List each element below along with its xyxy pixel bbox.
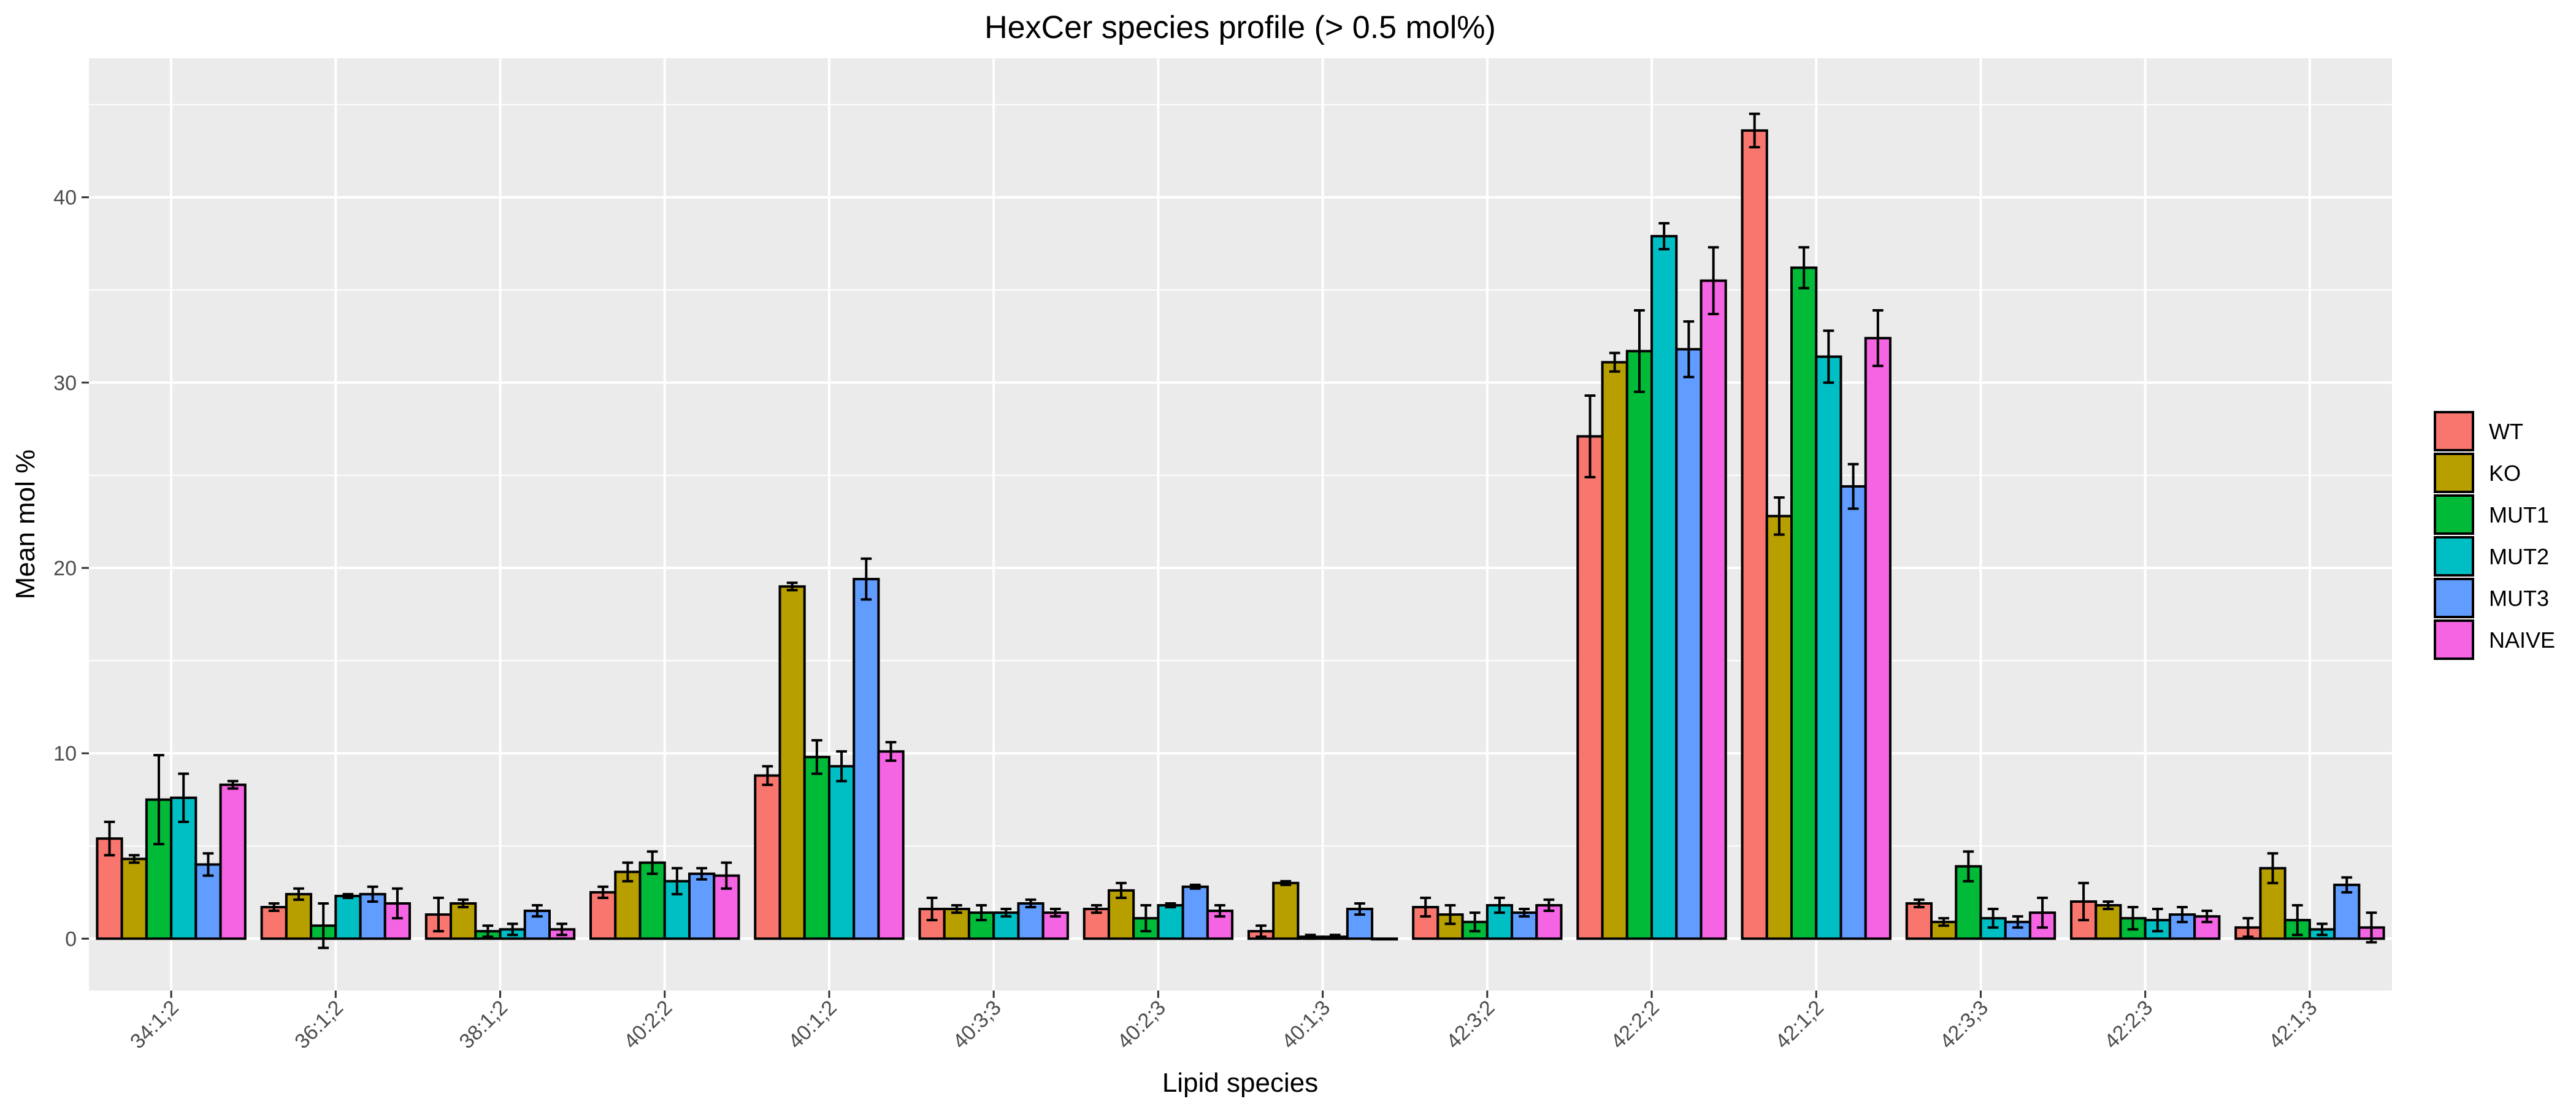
x-tick-label: 42:1;2 <box>1771 996 1828 1054</box>
legend: WT KO MUT1 MUT2 MUT3 NAIVE <box>2434 411 2555 660</box>
bar <box>334 894 362 940</box>
bar <box>285 892 313 940</box>
bar <box>803 756 830 940</box>
legend-label: NAIVE <box>2489 627 2555 653</box>
bar <box>1576 435 1604 940</box>
bar <box>853 578 880 940</box>
bar <box>1601 361 1628 940</box>
x-tick-label: 40:1;2 <box>784 996 841 1054</box>
bar <box>523 910 551 940</box>
bar <box>1790 266 1818 940</box>
bar <box>1675 348 1703 940</box>
chart-title: HexCer species profile (> 0.5 mol%) <box>984 10 1496 45</box>
x-tick-label: 42:3;3 <box>1935 996 1993 1054</box>
x-tick-label: 38:1;2 <box>454 996 512 1054</box>
x-tick-label: 36:1;2 <box>290 996 348 1054</box>
plot-panel <box>89 58 2392 991</box>
x-tick-label: 40:3;3 <box>948 996 1006 1054</box>
bar <box>589 891 617 940</box>
legend-key <box>2434 578 2474 618</box>
legend-key <box>2434 411 2474 451</box>
bar <box>943 908 970 940</box>
x-tick-label: 42:1;3 <box>2264 996 2322 1054</box>
y-tick-label: 30 <box>53 372 77 395</box>
x-tick-label: 40:2;3 <box>1113 996 1170 1054</box>
error-bars <box>104 112 2377 949</box>
bar <box>1017 902 1045 940</box>
x-axis: 34:1;2 36:1;2 38:1;2 40:2;2 40:1;2 40:3;3 40:2… <box>126 991 2322 1054</box>
bar <box>450 902 477 940</box>
bar <box>1765 515 1793 940</box>
bar <box>754 774 781 940</box>
bar <box>1839 485 1867 940</box>
x-tick-label: 34:1;2 <box>126 996 183 1054</box>
bar <box>1905 902 1933 940</box>
bar <box>1157 903 1184 940</box>
y-tick-label: 10 <box>53 742 77 765</box>
bar <box>688 872 716 940</box>
bar <box>2095 903 2122 940</box>
bar <box>1741 129 1768 940</box>
legend-label: KO <box>2489 461 2521 486</box>
y-tick-label: 0 <box>65 927 77 951</box>
bar <box>219 783 247 940</box>
bar <box>1272 881 1300 940</box>
x-axis-title: Lipid species <box>1162 1068 1318 1098</box>
x-tick-label: 42:2;2 <box>1606 996 1664 1054</box>
legend-label: WT <box>2489 419 2523 444</box>
legend-label: MUT3 <box>2489 586 2549 611</box>
bar <box>1700 279 1727 940</box>
legend-key <box>2434 619 2474 660</box>
legend-label: MUT2 <box>2489 544 2549 569</box>
bar <box>663 880 691 940</box>
bar <box>877 750 905 940</box>
y-tick-label: 20 <box>53 557 77 580</box>
y-axis: 0 10 20 30 40 <box>53 186 89 951</box>
legend-key <box>2434 536 2474 577</box>
x-tick-label: 40:1;3 <box>1278 996 1335 1054</box>
legend-key <box>2434 453 2474 493</box>
bar <box>1625 350 1654 940</box>
legend-key <box>2434 494 2474 535</box>
bar <box>120 857 148 940</box>
x-tick-label: 42:2;3 <box>2100 996 2158 1054</box>
bar <box>827 765 856 940</box>
bars <box>96 129 2385 941</box>
bar <box>1181 885 1209 940</box>
bar <box>1864 337 1892 940</box>
legend-label: MUT1 <box>2489 502 2549 527</box>
bar <box>1650 235 1678 940</box>
x-tick-label: 42:3;2 <box>1442 996 1500 1054</box>
y-tick-label: 40 <box>53 186 77 210</box>
y-axis-title: Mean mol % <box>10 450 40 600</box>
bar <box>778 585 806 940</box>
bar <box>1815 355 1842 940</box>
x-tick-label: 40:2;2 <box>619 996 677 1054</box>
gridlines-minor <box>89 104 2392 847</box>
bar <box>1371 937 1398 941</box>
